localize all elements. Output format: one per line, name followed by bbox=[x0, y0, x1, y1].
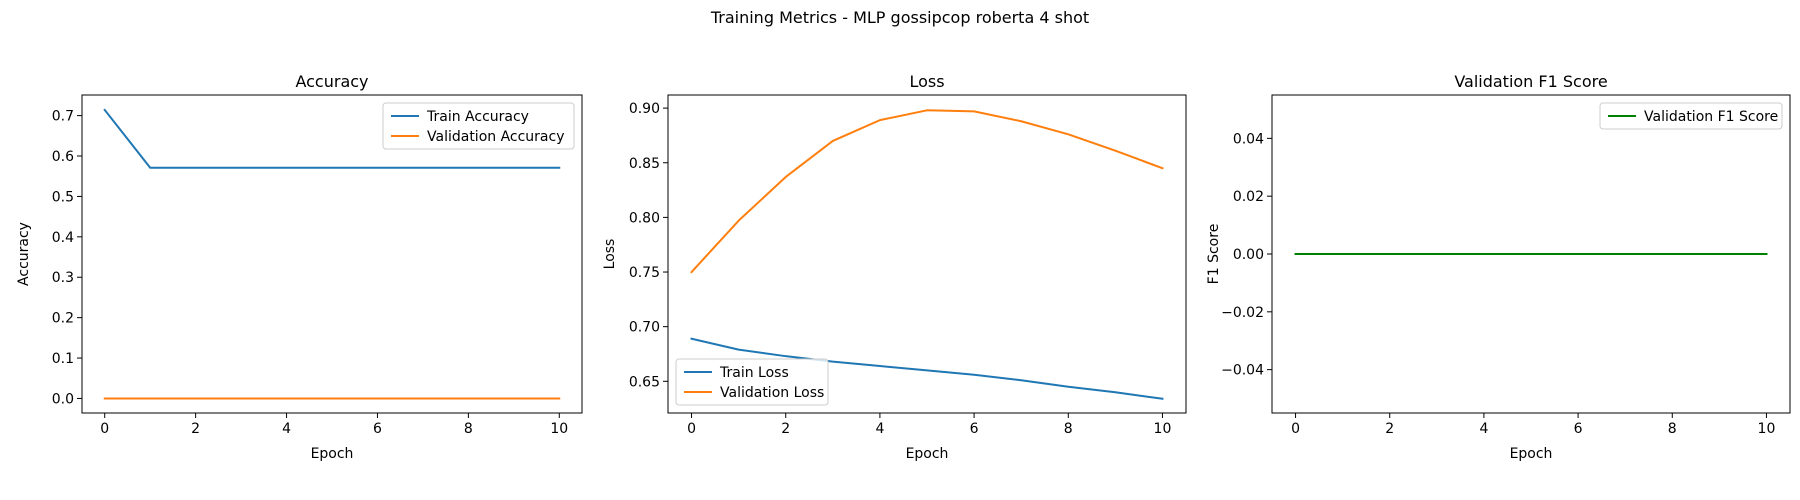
x-tick-label: 0 bbox=[687, 421, 696, 437]
y-tick-label: 0.3 bbox=[52, 270, 74, 286]
x-tick-label: 6 bbox=[373, 421, 382, 437]
x-tick-label: 4 bbox=[282, 421, 291, 437]
y-tick-label: 0.00 bbox=[1233, 247, 1264, 263]
x-tick-label: 10 bbox=[1758, 421, 1776, 437]
plot-frame bbox=[81, 94, 583, 414]
y-tick-label: 0.90 bbox=[629, 101, 660, 117]
y-tick-label: 0.70 bbox=[629, 320, 660, 336]
series-line-1 bbox=[690, 109, 1164, 274]
x-tick-label: 10 bbox=[1154, 421, 1172, 437]
legend-box bbox=[1599, 102, 1783, 130]
x-tick-label: 2 bbox=[781, 421, 790, 437]
loss-chart: Loss 0 2 4 6 8 10 0.65 0.70 0.75 0.80 0.85 0.90 Epoch… bbox=[602, 72, 1187, 462]
y-tick-label: −0.04 bbox=[1221, 363, 1264, 379]
y-tick-label: 0.80 bbox=[629, 210, 660, 226]
x-tick-label: 0 bbox=[100, 421, 109, 437]
series-line-0 bbox=[103, 108, 561, 169]
f1-score-chart: Validation F1 Score 0 2 4 6 8 10 −0.04 −0.02 0.00… bbox=[1206, 72, 1791, 462]
y-tick-label: −0.02 bbox=[1221, 305, 1264, 321]
x-axis-label: Epoch bbox=[906, 446, 949, 462]
x-tick-label: 10 bbox=[550, 421, 568, 437]
y-tick-label: 0.75 bbox=[629, 265, 660, 281]
legend-label: Validation Loss bbox=[720, 385, 824, 401]
x-tick-label: 4 bbox=[1479, 421, 1488, 437]
y-tick-label: 0.6 bbox=[52, 149, 74, 165]
legend: Validation F1 Score bbox=[1599, 102, 1783, 130]
y-tick-label: 0.85 bbox=[629, 156, 660, 172]
legend-label: Train Loss bbox=[719, 365, 789, 381]
y-tick-label: 0.7 bbox=[52, 109, 74, 125]
x-tick-label: 8 bbox=[464, 421, 473, 437]
y-tick-label: 0.4 bbox=[52, 230, 74, 246]
x-tick-label: 6 bbox=[1574, 421, 1583, 437]
x-tick-label: 2 bbox=[191, 421, 200, 437]
figure-title: Training Metrics - MLP gossipcop roberta… bbox=[710, 8, 1089, 27]
x-tick-label: 2 bbox=[1385, 421, 1394, 437]
y-tick-label: 0.2 bbox=[52, 311, 74, 327]
accuracy-chart: Accuracy 0 2 4 6 8 10 0.0 0.1 0.2 0.3 0.4 0.5 0.6 0.7 E… bbox=[16, 72, 583, 462]
series-line-0 bbox=[690, 337, 1164, 400]
y-tick-label: 0.1 bbox=[52, 351, 74, 367]
y-axis-label: F1 Score bbox=[1206, 224, 1222, 285]
legend-label: Validation F1 Score bbox=[1644, 109, 1778, 125]
x-tick-label: 4 bbox=[875, 421, 884, 437]
legend: Train Accuracy Validation Accuracy bbox=[382, 102, 575, 150]
chart-title: Validation F1 Score bbox=[1454, 72, 1607, 91]
x-tick-label: 6 bbox=[970, 421, 979, 437]
chart-title: Accuracy bbox=[295, 72, 368, 91]
y-axis-label: Loss bbox=[602, 239, 618, 270]
x-tick-label: 8 bbox=[1064, 421, 1073, 437]
legend-label: Train Accuracy bbox=[426, 109, 529, 125]
y-tick-label: 0.5 bbox=[52, 189, 74, 205]
legend-label: Validation Accuracy bbox=[427, 129, 565, 145]
y-tick-label: 0.0 bbox=[52, 391, 74, 407]
legend-box bbox=[675, 358, 829, 406]
legend: Train Loss Validation Loss bbox=[675, 358, 829, 406]
x-tick-label: 0 bbox=[1291, 421, 1300, 437]
plot-frame bbox=[667, 94, 1187, 414]
y-tick-label: 0.65 bbox=[629, 374, 660, 390]
y-tick-label: 0.04 bbox=[1233, 131, 1264, 147]
x-tick-label: 8 bbox=[1668, 421, 1677, 437]
legend-box bbox=[382, 102, 575, 150]
y-axis-label: Accuracy bbox=[16, 222, 32, 286]
y-tick-label: 0.02 bbox=[1233, 189, 1264, 205]
chart-title: Loss bbox=[909, 72, 944, 91]
x-axis-label: Epoch bbox=[311, 446, 354, 462]
x-axis-label: Epoch bbox=[1510, 446, 1553, 462]
